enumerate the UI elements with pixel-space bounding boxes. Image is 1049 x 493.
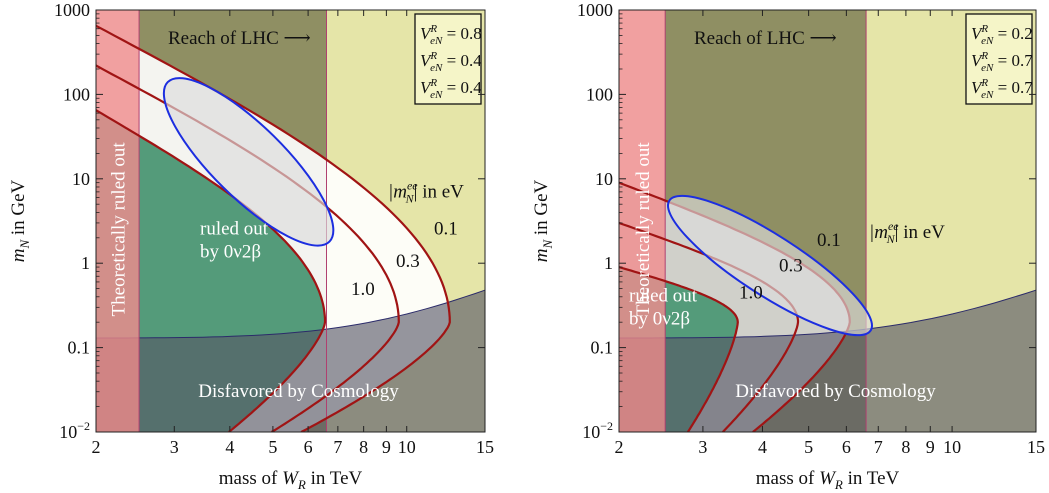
legend-box [965,13,1033,105]
legend-entry: VR eN = 0.4 [420,50,482,74]
contour-label-1.0: 1.0 [351,279,375,300]
x-tick-label: 7 [333,437,342,457]
ruled-out-label: ruled out by 0ν2β [629,286,698,330]
legend-box [414,13,482,105]
x-tick-label: 5 [268,437,277,457]
contour-line-1.0 [96,109,327,432]
theory-ruled-out-region [96,10,140,432]
y-axis-label: mN in GeV [8,179,32,262]
x-tick-label: 2 [615,437,624,457]
contour-line-0.1 [96,24,451,432]
y-tick-label: 10−2 [582,419,613,442]
x-tick-label: 15 [1027,437,1045,457]
y-axis-label: mN in GeV [531,179,555,262]
x-tick-label: 10 [398,437,416,457]
contour-label-0.1: 0.1 [817,230,841,251]
x-tick-label: 9 [926,437,935,457]
x-tick-label: 15 [476,437,494,457]
x-tick-label: 4 [758,437,767,457]
cosmology-region [96,289,485,432]
theory-region-label: Theoretically ruled out [633,142,654,317]
x-tick-label: 10 [943,437,961,457]
x-tick-label: 8 [359,437,368,457]
y-tick-label: 1000 [577,0,613,20]
plot-frame [618,9,1037,433]
plot-frame [95,9,486,433]
y-tick-label: 0.1 [591,338,614,358]
y-tick-label: 1000 [54,0,90,20]
contour-line-1.0 [619,266,739,432]
y-tick-label: 1 [604,253,613,273]
ruled-out-label: ruled out by 0ν2β [200,218,269,262]
chart-panel-1: Theoretically ruled out Disfavored by Cos… [8,0,494,492]
x-tick-label: 6 [304,437,313,457]
x-tick-label: 8 [901,437,910,457]
cosmology-region-label: Disfavored by Cosmology [198,381,399,402]
x-tick-label: 3 [170,437,179,457]
legend-entry: VR eN = 0.7 [971,77,1033,101]
x-tick-label: 9 [382,437,391,457]
contour-label-0.1: 0.1 [434,218,458,239]
contour-label-1.0: 1.0 [739,283,763,304]
x-tick-label: 7 [874,437,883,457]
sensitivity-ellipse [666,194,873,337]
y-tick-label: 10 [72,169,90,189]
lhc-reach-label: Reach of LHC ⟶ [694,28,837,49]
y-tick-label: 100 [586,84,613,104]
sensitivity-ellipse [162,77,335,247]
contour-label-0.3: 0.3 [779,255,803,276]
legend-entry: VR eN = 0.7 [971,50,1033,74]
cosmology-region-label: Disfavored by Cosmology [735,381,936,402]
y-tick-label: 10−2 [59,419,90,442]
legend: VR eN = 0.8 VR eN = 0.4 VR eN = 0.4 [414,13,482,105]
legend-entry: VR eN = 0.2 [971,23,1033,47]
x-axis-label: mass of WR in TeV [756,468,900,492]
y-tick-label: 1 [81,253,90,273]
meff-label: |mee N| in eV [869,219,945,246]
x-tick-label: 2 [92,437,101,457]
chart-panel-2: Theoretically ruled out Disfavored by Cos… [531,0,1045,492]
lhc-reach-label: Reach of LHC ⟶ [168,28,311,49]
y-tick-label: 0.1 [68,338,91,358]
theory-region-label: Theoretically ruled out [109,142,130,317]
theory-ruled-out-region [619,10,666,432]
x-tick-label: 5 [804,437,813,457]
x-tick-label: 6 [842,437,851,457]
contour-label-0.3: 0.3 [396,251,420,272]
x-axis-label: mass of WR in TeV [219,468,363,492]
x-tick-label: 3 [698,437,707,457]
legend: VR eN = 0.2 VR eN = 0.7 VR eN = 0.7 [965,13,1033,105]
meff-label: |mee N| in eV [388,179,464,206]
x-tick-label: 4 [225,437,234,457]
y-tick-label: 100 [63,84,90,104]
legend-entry: VR eN = 0.4 [420,77,482,101]
legend-entry: VR eN = 0.8 [420,23,482,47]
y-tick-label: 10 [595,169,613,189]
